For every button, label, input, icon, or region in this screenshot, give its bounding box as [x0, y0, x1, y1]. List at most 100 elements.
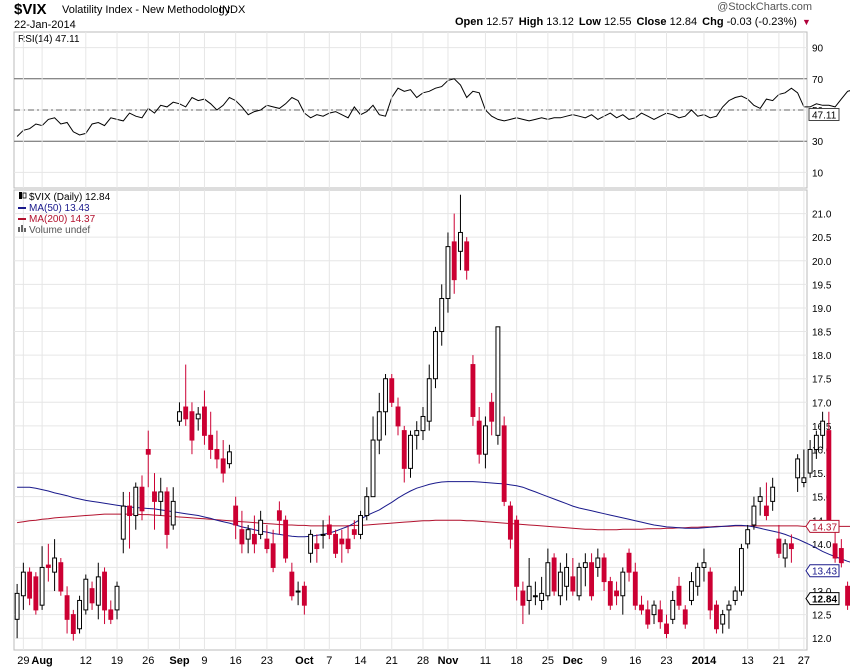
price-tick-label: 18.5 [812, 328, 832, 339]
candle-up [539, 592, 545, 601]
price-tick-label: 12.5 [812, 611, 832, 622]
candle-up [226, 451, 232, 465]
candle-down [189, 411, 195, 441]
stockcharts-logo[interactable]: @StockCharts.com [717, 1, 812, 13]
candle-up [701, 562, 707, 568]
close-label: Close [636, 16, 667, 28]
candle-down [657, 609, 663, 623]
x-tick-label: 18 [511, 655, 523, 667]
rsi-tick-label: 30 [812, 137, 824, 148]
candle-down [183, 406, 189, 420]
candle-up [20, 571, 26, 597]
candle-down [470, 364, 476, 417]
candle-down [607, 581, 613, 606]
candle-down [707, 571, 713, 611]
price-tick-label: 17.0 [812, 398, 832, 409]
candle-down [202, 406, 207, 436]
candle-down [520, 590, 526, 606]
candle-up [807, 448, 813, 474]
candle-down [339, 538, 345, 545]
price-tick-label: 20.5 [812, 233, 832, 244]
candle-up [383, 378, 388, 413]
x-tick-label: 19 [111, 655, 123, 667]
candle-up [757, 496, 763, 502]
candle-down [838, 548, 844, 564]
x-axis: 29 Aug 12 19 26 Sep 9 16 23 Oct 7 14 21 28 Nov 11 18 25 De… [17, 655, 810, 667]
candle-up [770, 486, 776, 502]
legend-volume-icon [18, 227, 20, 232]
candle-up [133, 486, 139, 517]
price-tag-label: 12.84 [812, 595, 837, 606]
candle-up [439, 298, 445, 333]
candle-up [195, 413, 201, 420]
candle-down [832, 543, 838, 559]
candle-down [283, 519, 289, 559]
candle-up [358, 515, 363, 535]
low-label: Low [578, 16, 601, 28]
candle-up [39, 566, 45, 606]
price-tick-label: 18.0 [812, 351, 832, 362]
candle-down [514, 519, 520, 587]
x-tick-label: 9 [201, 655, 207, 667]
candle-down [682, 609, 688, 625]
candle-down [664, 623, 669, 634]
candle-up [813, 434, 819, 450]
rsi-value-tag [808, 108, 840, 122]
candle-down [776, 538, 782, 554]
candle-up [564, 566, 570, 587]
x-tick-label: 16 [230, 655, 242, 667]
candle-down [220, 458, 226, 474]
x-tick-label: 9 [601, 655, 607, 667]
candle-down [645, 609, 651, 625]
candle-down [714, 604, 719, 630]
legend-entry: MA(50) 13.43 [29, 203, 90, 214]
candle-down [501, 425, 507, 502]
candle-up [695, 566, 701, 587]
candle-down [58, 562, 64, 592]
x-tick-label: 13 [742, 655, 754, 667]
candle-down [351, 529, 357, 535]
candle-up [689, 581, 694, 601]
x-tick-label: 16 [629, 655, 641, 667]
legend-entry: $VIX (Daily) 12.84 [29, 192, 111, 203]
chart-symbol: $VIX [14, 1, 47, 18]
x-tick-label: Oct [295, 655, 314, 667]
legend-volume-icon [24, 228, 26, 232]
x-tick-label: 26 [142, 655, 154, 667]
candle-down [464, 241, 470, 271]
price-tick-label: 15.0 [812, 493, 832, 504]
x-tick-label: 23 [660, 655, 672, 667]
candle-up [445, 246, 451, 300]
candle-up [170, 500, 176, 526]
candle-down [489, 401, 495, 422]
candle-up [120, 505, 126, 540]
candle-down [289, 571, 295, 597]
candle-up [426, 378, 432, 422]
price-panel: 21.020.520.019.519.018.518.017.517.016.5… [13, 32, 850, 651]
candle-down [301, 585, 307, 606]
x-tick-label: 11 [480, 655, 491, 667]
x-tick-label: 23 [261, 655, 273, 667]
price-tag [805, 519, 840, 533]
candle-down [326, 524, 332, 535]
candle-down [345, 538, 351, 550]
candle-down [152, 491, 157, 502]
candle-up [532, 595, 538, 598]
legend-entry: Volume undef [29, 225, 90, 236]
candle-down [570, 576, 576, 592]
price-tick-label: 20.0 [812, 257, 832, 268]
candle-up [732, 590, 738, 601]
candle-up [258, 519, 264, 535]
candle-down [601, 557, 607, 583]
rsi-title: RSI(14) 47.11 [18, 34, 80, 45]
legend-candle-icon [19, 192, 22, 199]
price-tag [805, 592, 840, 606]
open-label: Open [455, 16, 484, 28]
candle-up [620, 571, 626, 597]
price-tag [805, 564, 840, 578]
candle-up [14, 592, 20, 620]
candle-down [270, 543, 276, 568]
x-tick-label: Dec [563, 655, 583, 667]
